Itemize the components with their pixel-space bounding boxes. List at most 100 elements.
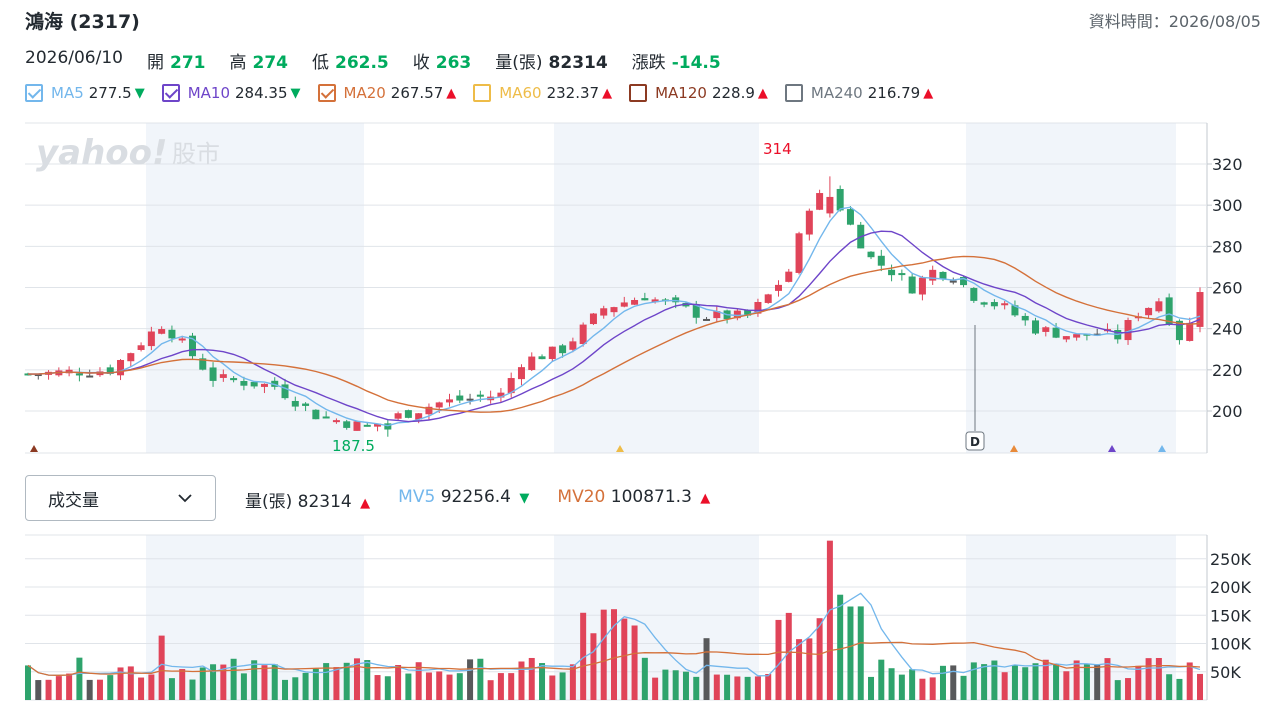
- candle-body: [332, 420, 340, 423]
- ma-toggle-ma20[interactable]: MA20 267.57 ▲: [317, 84, 456, 102]
- event-badge: [965, 431, 985, 451]
- candle-body: [1093, 333, 1101, 336]
- ma-value: 232.37: [546, 84, 600, 102]
- volume-legend-mv5: MV5 92256.4 ▼: [398, 487, 530, 507]
- volume-bar: [539, 663, 546, 700]
- month-band: [554, 535, 759, 700]
- ma-name: MA120: [655, 84, 707, 102]
- ma-value: 284.35: [235, 84, 288, 102]
- ma-value: 228.9: [711, 84, 755, 102]
- candle-body: [805, 210, 813, 235]
- checkbox-icon[interactable]: [25, 84, 43, 102]
- candle-body: [147, 331, 155, 347]
- volume-legend-vol: 量(張) 82314 ▲: [245, 492, 371, 512]
- marker-triangle-icon: [1108, 445, 1116, 452]
- volume-chart[interactable]: 250K 200K 150K 100K 50K: [0, 533, 1277, 707]
- arrow-up-icon: ▲: [923, 85, 934, 101]
- volume-legend-mv20: MV20 100871.3 ▲: [557, 487, 711, 507]
- quote-date: 2026/06/10: [25, 48, 123, 68]
- candle-body: [836, 188, 844, 211]
- volume-bar: [970, 662, 977, 700]
- candle-body: [435, 402, 443, 408]
- volume-bar: [1053, 663, 1060, 700]
- volume-bar: [672, 670, 679, 700]
- candle-body: [415, 413, 423, 420]
- candle-body: [692, 304, 700, 318]
- volume-bar: [950, 665, 957, 700]
- volume-bar: [1011, 665, 1018, 700]
- mv20-line: [27, 641, 1201, 676]
- candle-body: [918, 277, 926, 295]
- volume-bar: [415, 662, 422, 700]
- ma-toggle-ma240[interactable]: MA240 216.79 ▲: [784, 84, 934, 102]
- candle-body: [302, 403, 310, 406]
- volume-bar: [693, 676, 700, 700]
- candle-body: [785, 271, 793, 282]
- candle-body: [1186, 322, 1194, 341]
- volume-bar: [35, 680, 42, 700]
- y-tick-label: 200: [1212, 402, 1243, 421]
- candle-body: [219, 374, 227, 378]
- y-tick-label: 240: [1212, 320, 1243, 339]
- candle-body: [733, 310, 741, 319]
- volume-bar: [292, 677, 299, 700]
- volume-bar: [467, 659, 474, 700]
- checkbox-icon[interactable]: [784, 84, 803, 102]
- watermark-section: 股市: [172, 140, 220, 168]
- candle-body: [507, 378, 515, 394]
- volume-bar: [446, 674, 453, 700]
- checkbox-icon[interactable]: [161, 84, 180, 102]
- candle-body: [826, 196, 834, 214]
- candle-body: [260, 383, 268, 387]
- volume-bar: [1155, 657, 1162, 700]
- candle-body: [1165, 297, 1173, 325]
- volume-bar: [251, 660, 258, 700]
- candle-body: [1155, 301, 1163, 312]
- volume-bar: [909, 669, 916, 700]
- volume-bar: [847, 606, 854, 700]
- candle-body: [569, 341, 577, 350]
- indicator-select[interactable]: 成交量: [25, 475, 216, 521]
- volume-bar: [1063, 671, 1070, 700]
- ma-name: MA60: [499, 84, 542, 102]
- volume-bar: [302, 672, 309, 700]
- candle-body: [1011, 305, 1019, 316]
- volume-bar: [1176, 678, 1183, 700]
- volume-bar: [662, 669, 669, 700]
- candle-body: [497, 392, 505, 398]
- candle-body: [672, 297, 680, 303]
- checkbox-icon[interactable]: [473, 84, 492, 102]
- price-chart[interactable]: 320 300 280 260 240 220 200 yahoo! 股市 314 187.5 D: [0, 120, 1277, 456]
- volume-bar: [641, 657, 648, 700]
- volume-bar: [271, 664, 278, 700]
- volume-bar: [785, 612, 792, 700]
- volume-bar: [405, 673, 412, 700]
- ma-toggle-ma5[interactable]: MA5 277.5 ▼: [25, 84, 145, 102]
- candle-body: [240, 381, 248, 386]
- volume-bar: [189, 679, 196, 700]
- volume-bar: [569, 664, 576, 700]
- volume-bar: [888, 668, 895, 700]
- volume-bar: [210, 664, 217, 700]
- checkbox-icon[interactable]: [317, 84, 336, 102]
- candle-body: [188, 335, 196, 357]
- volume-bar: [55, 676, 62, 700]
- volume-bar: [66, 673, 73, 700]
- volume-bar: [1032, 663, 1039, 700]
- quote-open: 開 271: [146, 53, 206, 73]
- candle-body: [158, 329, 166, 334]
- ma-toggle-ma60[interactable]: MA60 232.37 ▲: [473, 84, 612, 102]
- candle-body: [363, 424, 371, 427]
- ma-toggle-ma10[interactable]: MA10 284.35 ▼: [161, 84, 301, 102]
- candle-body: [795, 233, 803, 273]
- volume-bar: [1094, 664, 1101, 700]
- candle-body: [528, 356, 536, 370]
- ma-toggle-ma120[interactable]: MA120 228.9 ▲: [629, 84, 768, 102]
- volume-bar: [898, 674, 905, 700]
- candle-body: [538, 356, 546, 360]
- candle-body: [1062, 336, 1070, 340]
- arrow-up-icon: ▲: [602, 85, 613, 101]
- volume-bar: [724, 674, 731, 700]
- checkbox-icon[interactable]: [629, 84, 648, 102]
- volume-bar: [425, 672, 432, 700]
